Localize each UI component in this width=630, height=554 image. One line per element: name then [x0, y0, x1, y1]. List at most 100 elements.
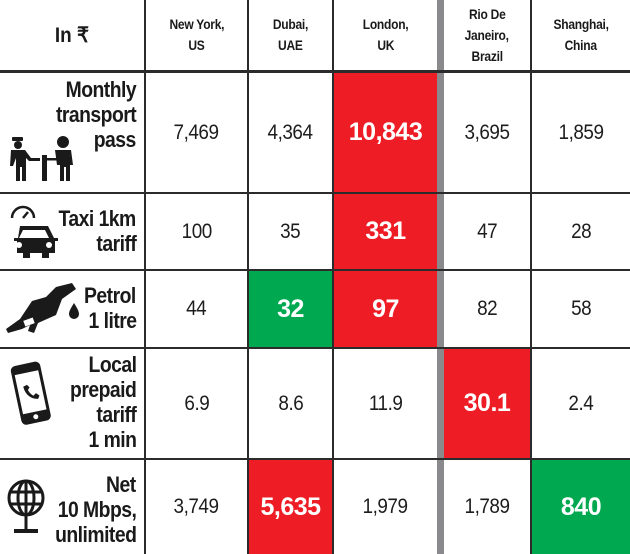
ticket-gate-icon: [10, 136, 73, 181]
table-cell: 3,695: [444, 73, 530, 192]
col-header-line: Brazil: [471, 47, 503, 64]
cell-value: 47: [476, 219, 498, 243]
unit-label: In ₹: [54, 23, 90, 47]
table-cell-highlight: 30.1: [444, 349, 530, 458]
highlight-dubai-net: [248, 459, 333, 554]
fuel-nozzle-icon: [6, 283, 79, 333]
col-header-line: US: [188, 37, 205, 53]
table-cell: 6.9: [146, 349, 247, 458]
highlight-london-transport: [333, 71, 437, 193]
row-label-line: Local: [88, 352, 136, 377]
table-cell: 35: [249, 194, 332, 269]
grid-vline: [247, 0, 249, 554]
cell-value: 44: [186, 297, 207, 320]
row-label-line: pass: [93, 127, 137, 152]
grid-hline: [0, 347, 630, 349]
grid-vline: [332, 0, 334, 554]
grid-vline: [144, 0, 146, 554]
cell-value: 11.9: [368, 391, 403, 415]
cell-value: 30.1: [463, 389, 511, 417]
cell-value: 8.6: [278, 391, 303, 415]
cell-value: 840: [560, 492, 602, 521]
divider-gray: [437, 0, 444, 554]
table-cell-highlight: 840: [532, 460, 630, 554]
table-cell: 58: [532, 271, 630, 347]
table-cell: 7,469: [146, 73, 247, 192]
row-label-taxi: Taxi 1km tariff: [0, 194, 144, 269]
highlight-dubai-petrol: [248, 270, 333, 348]
row-label-line: Net: [106, 472, 136, 497]
highlight-rio-prepaid: [444, 348, 531, 459]
cell-value: 100: [181, 219, 212, 243]
row-label-line: tariff: [96, 231, 136, 256]
col-header-london: London, UK: [334, 0, 437, 70]
table-cell: 82: [444, 271, 530, 347]
taxi-icon: [10, 205, 58, 258]
grid-vline: [530, 0, 532, 554]
row-label-line: tariff: [96, 402, 136, 427]
row-label-transport: Monthly transport pass: [0, 73, 144, 192]
cell-value: 7,469: [173, 120, 220, 144]
cell-value: 1,789: [464, 495, 510, 518]
row-label-line: transport: [55, 102, 137, 127]
col-header-dubai: Dubai, UAE: [249, 0, 332, 70]
cell-value: 331: [365, 217, 406, 245]
row-label-line: 1 min: [88, 427, 136, 452]
cell-value: 97: [372, 294, 399, 323]
row-label-line: 10 Mbps,: [57, 497, 136, 522]
highlight-london-taxi: [333, 193, 437, 270]
row-label-line: prepaid: [69, 377, 137, 402]
grid-hline: [0, 458, 630, 460]
col-header-line: Janeiro,: [464, 26, 510, 43]
row-label-line: unlimited: [54, 522, 137, 547]
grid-hline: [0, 70, 630, 73]
table-cell: 44: [146, 271, 247, 347]
table-cell: 100: [146, 194, 247, 269]
cell-value: 1,859: [558, 120, 604, 144]
cell-value: 58: [570, 297, 592, 320]
table-cell: 2.4: [532, 349, 630, 458]
highlight-london-petrol: [333, 270, 437, 348]
table-cell-highlight: 5,635: [249, 460, 332, 554]
unit-header: In ₹: [0, 0, 144, 70]
table-cell: 28: [532, 194, 630, 269]
cell-value: 5,635: [260, 492, 321, 521]
col-header-line: New York,: [169, 16, 224, 32]
cell-value: 35: [280, 219, 301, 243]
cell-value: 32: [277, 294, 304, 323]
cell-value: 3,749: [173, 495, 220, 518]
col-header-line: Rio De: [468, 5, 506, 22]
col-header-shanghai: Shanghai, China: [532, 0, 630, 70]
row-label-line: Monthly: [65, 77, 136, 102]
smartphone-icon: [10, 361, 51, 425]
cell-value: 3,695: [464, 120, 510, 144]
col-header-line: Shanghai,: [553, 16, 609, 32]
table-cell: 1,979: [334, 460, 437, 554]
table-cell: 1,789: [444, 460, 530, 554]
table-cell-highlight: 32: [249, 271, 332, 347]
cell-value: 1,979: [362, 495, 409, 518]
table-cell: 1,859: [532, 73, 630, 192]
globe-icon: [7, 479, 45, 533]
row-label-petrol: Petrol 1 litre: [0, 271, 144, 347]
table-cell: 11.9: [334, 349, 437, 458]
table-cell: 4,364: [249, 73, 332, 192]
row-label-prepaid: Local prepaid tariff 1 min: [0, 349, 144, 458]
row-label-line: Petrol: [84, 283, 136, 308]
table-cell-highlight: 331: [334, 194, 437, 269]
table-cell-highlight: 97: [334, 271, 437, 347]
highlight-shanghai-net: [531, 459, 630, 554]
col-header-line: London,: [362, 16, 409, 32]
grid-hline: [0, 269, 630, 271]
col-header-line: UK: [377, 37, 394, 53]
col-header-line: UAE: [278, 37, 303, 53]
row-label-net: Net 10 Mbps, unlimited: [0, 460, 144, 554]
col-header-line: China: [564, 37, 598, 53]
cell-value: 82: [476, 297, 498, 320]
row-label-line: 1 litre: [88, 308, 136, 333]
table-cell-highlight: 10,843: [334, 73, 437, 192]
col-header-new-york: New York, US: [146, 0, 247, 70]
row-label-line: Taxi 1km: [58, 206, 137, 231]
cell-value: 10,843: [348, 118, 423, 146]
